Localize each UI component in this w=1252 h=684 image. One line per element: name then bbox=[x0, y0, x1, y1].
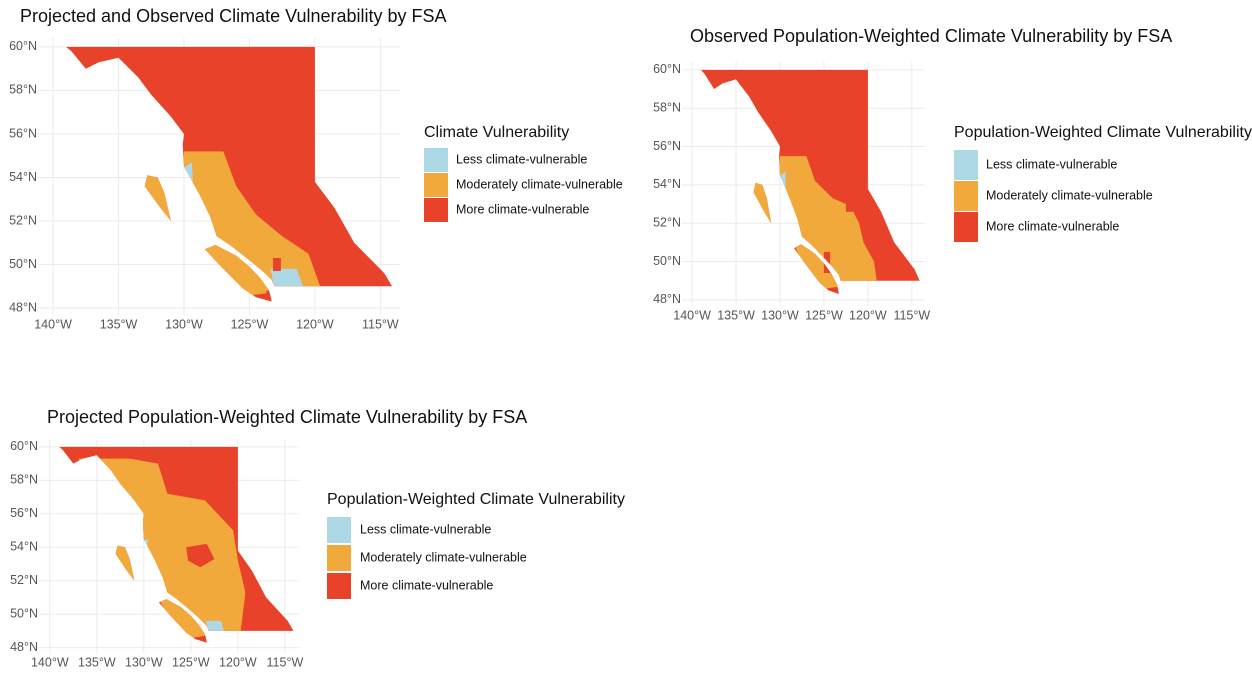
x-tick-label: 135°W bbox=[78, 655, 116, 669]
x-tick-label: 115°W bbox=[362, 317, 399, 331]
y-tick-label: 50°N bbox=[10, 606, 38, 620]
y-tick-label: 50°N bbox=[9, 257, 37, 271]
x-tick-label: 120°W bbox=[219, 655, 257, 669]
legend-label: Moderately climate-vulnerable bbox=[456, 177, 623, 191]
x-tick-label: 140°W bbox=[31, 655, 69, 669]
y-tick-label: 56°N bbox=[9, 126, 37, 140]
x-tick-label: 140°W bbox=[673, 308, 711, 322]
map-title: Projected and Observed Climate Vulnerabi… bbox=[20, 6, 447, 26]
region bbox=[845, 200, 857, 212]
y-tick-label: 60°N bbox=[10, 439, 38, 453]
region bbox=[265, 290, 273, 302]
region bbox=[144, 175, 171, 221]
region bbox=[203, 635, 208, 643]
y-tick-label: 60°N bbox=[9, 39, 37, 53]
y-tick-label: 56°N bbox=[10, 506, 38, 520]
y-tick-label: 48°N bbox=[653, 292, 681, 306]
x-tick-label: 130°W bbox=[165, 317, 203, 331]
legend-label: Less climate-vulnerable bbox=[986, 157, 1117, 171]
y-tick-label: 48°N bbox=[10, 640, 38, 654]
y-tick-label: 58°N bbox=[653, 100, 681, 114]
y-tick-label: 52°N bbox=[653, 215, 681, 229]
y-tick-label: 58°N bbox=[10, 473, 38, 487]
y-tick-label: 52°N bbox=[10, 573, 38, 587]
x-tick-label: 130°W bbox=[761, 308, 799, 322]
legend-title: Population-Weighted Climate Vulnerabilit… bbox=[954, 124, 1252, 141]
x-tick-label: 125°W bbox=[805, 308, 843, 322]
x-tick-label: 135°W bbox=[717, 308, 755, 322]
legend-key bbox=[424, 148, 448, 172]
legend-title: Population-Weighted Climate Vulnerabilit… bbox=[327, 491, 625, 508]
x-tick-label: 130°W bbox=[125, 655, 163, 669]
x-tick-label: 115°W bbox=[893, 308, 930, 322]
y-tick-label: 50°N bbox=[653, 254, 681, 268]
y-tick-label: 60°N bbox=[653, 62, 681, 76]
legend-key bbox=[954, 181, 978, 211]
region bbox=[823, 251, 831, 273]
y-tick-label: 52°N bbox=[9, 213, 37, 227]
legend-key bbox=[327, 517, 351, 543]
x-tick-label: 115°W bbox=[267, 655, 304, 669]
legend-label: Less climate-vulnerable bbox=[360, 522, 491, 536]
y-tick-label: 48°N bbox=[9, 300, 37, 314]
region bbox=[205, 620, 224, 631]
legend-key bbox=[327, 573, 351, 599]
legend-label: Moderately climate-vulnerable bbox=[360, 550, 527, 564]
region bbox=[778, 156, 877, 291]
map-title: Observed Population-Weighted Climate Vul… bbox=[690, 26, 1172, 46]
x-tick-label: 125°W bbox=[172, 655, 210, 669]
legend-key bbox=[424, 198, 448, 222]
map-title: Projected Population-Weighted Climate Vu… bbox=[47, 407, 527, 427]
map-panel: Observed Population-Weighted Climate Vul… bbox=[653, 26, 1252, 323]
y-tick-label: 58°N bbox=[9, 83, 37, 97]
legend-label: More climate-vulnerable bbox=[456, 202, 589, 216]
region bbox=[181, 151, 321, 298]
region bbox=[115, 545, 135, 581]
x-tick-label: 135°W bbox=[100, 317, 138, 331]
legend-key bbox=[424, 173, 448, 197]
legend-label: Less climate-vulnerable bbox=[456, 152, 587, 166]
land bbox=[66, 46, 393, 287]
x-tick-label: 120°W bbox=[849, 308, 887, 322]
legend-key bbox=[327, 545, 351, 571]
legend-label: More climate-vulnerable bbox=[360, 578, 493, 592]
x-tick-label: 125°W bbox=[231, 317, 269, 331]
legend-title: Climate Vulnerability bbox=[424, 124, 569, 141]
legend-key bbox=[954, 212, 978, 242]
region bbox=[838, 282, 845, 295]
legend-label: More climate-vulnerable bbox=[986, 219, 1119, 233]
x-tick-label: 140°W bbox=[34, 317, 72, 331]
y-tick-label: 54°N bbox=[9, 170, 37, 184]
map-panel: Projected and Observed Climate Vulnerabi… bbox=[9, 6, 623, 332]
legend-label: Moderately climate-vulnerable bbox=[986, 188, 1153, 202]
region bbox=[273, 258, 281, 271]
y-tick-label: 56°N bbox=[653, 139, 681, 153]
region bbox=[270, 268, 304, 288]
map-panel: Projected Population-Weighted Climate Vu… bbox=[10, 407, 625, 670]
x-tick-label: 120°W bbox=[296, 317, 334, 331]
region bbox=[186, 543, 215, 568]
y-tick-label: 54°N bbox=[653, 177, 681, 191]
y-tick-label: 54°N bbox=[10, 540, 38, 554]
legend-key bbox=[954, 150, 978, 180]
region bbox=[753, 182, 772, 224]
